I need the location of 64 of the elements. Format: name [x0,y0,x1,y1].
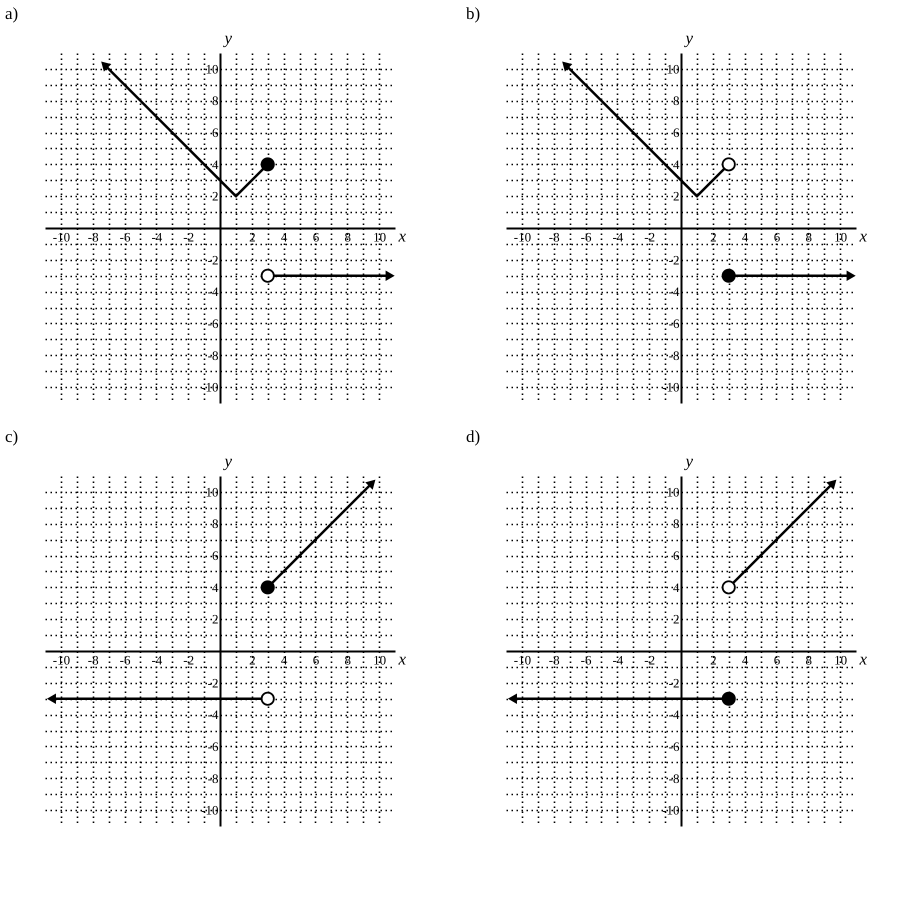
x-tick-label: -10 [52,652,70,668]
point [260,268,275,283]
point [722,268,736,283]
point [260,157,275,172]
point [260,692,275,706]
y-axis-title: y [684,28,694,48]
y-tick-label: 6 [212,125,219,140]
point [722,692,736,706]
y-tick-label: 8 [673,516,680,532]
y-tick-label: -6 [668,738,680,754]
x-tick-label: 10 [373,230,386,244]
y-tick-label: 6 [212,548,219,564]
y-tick-label: -10 [201,380,218,395]
y-tick-label: 8 [212,93,218,108]
y-tick-label: 10 [206,484,218,500]
y-tick-label: 10 [666,61,680,76]
x-tick-label: 8 [806,230,812,244]
y-tick-label: -10 [662,380,680,395]
y-tick-label: -6 [208,316,219,331]
x-tick-label: -2 [183,652,194,668]
x-tick-label: -10 [514,230,532,244]
x-tick-label: 2 [249,230,256,244]
y-tick-label: 6 [673,125,680,140]
x-tick-label: 10 [834,230,848,244]
x-tick-label: 2 [710,230,717,244]
y-axis-title: y [222,28,232,48]
y-tick-label: 10 [206,61,218,76]
x-tick-label: -2 [183,230,194,244]
x-axis-title: x [858,226,868,246]
chart-title: d) [466,427,480,446]
x-tick-label: 2 [249,652,256,668]
x-tick-label: 8 [344,652,352,668]
y-tick-label: -10 [662,802,680,818]
point [260,580,275,594]
x-tick-label: 6 [312,230,320,244]
x-tick-label: 10 [834,652,848,668]
chart-title: c) [5,427,18,446]
x-tick-label: 8 [806,652,812,668]
x-tick-label: 6 [774,230,781,244]
x-tick-label: 6 [774,652,781,668]
y-axis-title: y [222,452,232,470]
y-tick-label: 6 [673,548,680,564]
x-axis-title: x [398,226,406,246]
point [722,580,736,594]
x-tick-label: -2 [644,230,656,244]
y-tick-label: 8 [673,93,680,108]
x-tick-label: 2 [710,652,717,668]
x-tick-label: -10 [52,230,70,244]
x-tick-label: -2 [644,652,656,668]
y-tick-label: -6 [208,738,219,754]
chart-title: a) [5,4,18,23]
x-tick-label: -10 [514,652,532,668]
y-axis-title: y [684,452,694,470]
x-tick-label: 10 [373,652,386,668]
x-tick-label: 8 [344,230,352,244]
x-axis-title: x [398,650,406,668]
y-tick-label: -6 [668,316,680,331]
point [722,157,736,172]
x-tick-label: 6 [312,652,320,668]
y-tick-label: -10 [201,802,218,818]
chart-title: b) [466,4,480,23]
x-axis-title: x [858,650,868,668]
y-tick-label: 10 [666,484,680,500]
y-tick-label: 8 [212,516,218,532]
